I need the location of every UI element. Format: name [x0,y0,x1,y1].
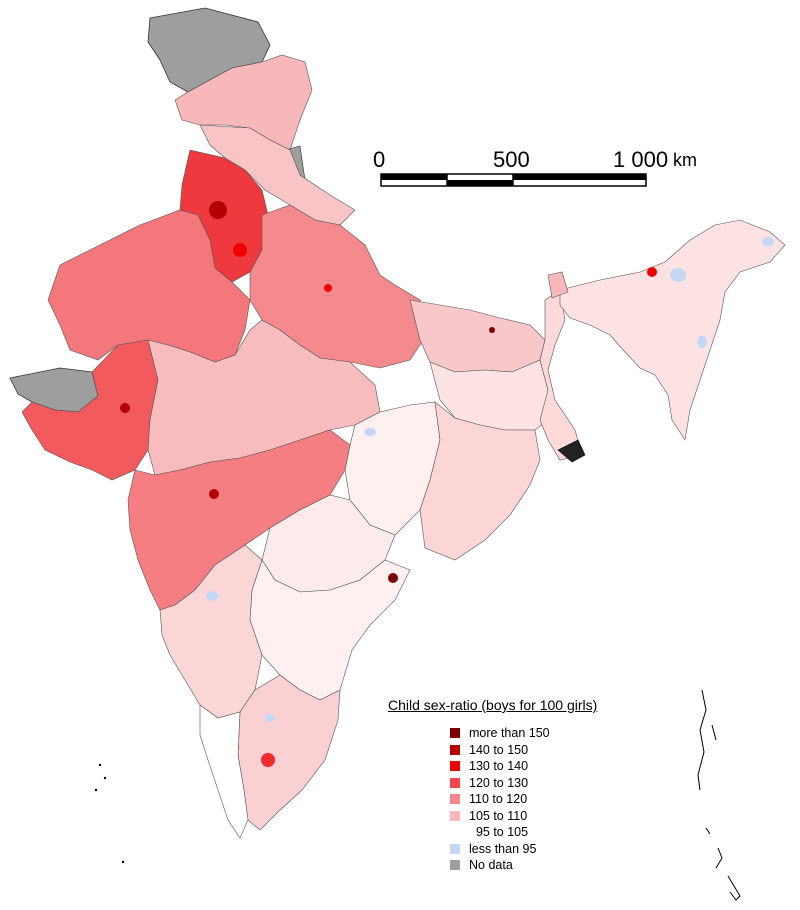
region-sikkim [547,271,569,299]
scale-bar [380,173,647,187]
legend-row-110-to-120: 110 to 120 [450,791,628,808]
region-northeast [559,219,786,441]
hotspot-agra [324,284,332,292]
scale-unit: km [673,150,697,170]
region-ladakh [174,54,313,151]
region-karnataka [159,544,263,719]
region-sundarbans [557,439,586,463]
legend-label: 105 to 110 [469,808,528,823]
legend-label: more than 150 [469,726,550,741]
hotspot-maharashtra [209,489,219,499]
legend-label: No data [469,858,513,873]
legend-row-less-than-95: less than 95 [450,841,628,858]
lowspot-maharashtra [206,591,218,601]
legend-swatch [450,810,460,821]
legend-swatch [450,794,460,805]
legend-row-no-data: No data [450,857,628,874]
lowspot-karnataka [265,714,275,722]
lowspot-northeast-3 [697,336,707,348]
legend-swatch [450,761,460,772]
legend-row-more-than-150: more than 150 [450,725,628,742]
region-kutch-no-data [9,367,99,413]
legend-swatch [450,777,460,788]
legend-swatch [450,843,460,854]
lowspot-northeast-2 [762,237,774,247]
lakshadweep-islands [94,763,125,864]
map-legend: Child sex-ratio (boys for 100 girls) mor… [388,697,628,874]
scale-label-1000: 1 000 [613,147,669,172]
legend-label: 140 to 150 [469,742,529,757]
hotspot-gujarat [120,403,130,413]
legend-swatch [450,744,460,755]
legend-label: less than 95 [469,841,537,856]
region-gujarat [21,339,159,481]
legend-items: more than 150 140 to 150 130 to 140 120 … [450,725,628,874]
region-tamil-nadu [237,674,341,831]
legend-label: 130 to 140 [469,759,529,774]
region-odisha [419,401,541,561]
legend-row-105-to-110: 105 to 110 [450,808,628,825]
andaman-nicobar-islands [697,689,741,901]
scale-label-0: 0 [373,147,386,172]
legend-label: 120 to 130 [469,775,529,790]
legend-row-120-to-130: 120 to 130 [450,775,628,792]
legend-row-95-to-105: 95 to 105 [450,824,628,841]
legend-swatch [450,827,460,838]
region-uttar-pradesh [249,204,431,369]
legend-row-130-to-140: 130 to 140 [450,758,628,775]
hotspot-haryana [233,243,247,257]
hotspot-northeast [647,267,657,277]
legend-swatch [450,860,460,871]
legend-title: Child sex-ratio (boys for 100 girls) [388,697,598,713]
lowspot-chhattisgarh [364,428,376,436]
lowspot-northeast [670,268,686,282]
legend-label: 110 to 120 [469,792,528,807]
hotspot-tamilnadu [261,753,275,767]
legend-row-140-to-150: 140 to 150 [450,742,628,759]
hotspot-andhra [388,573,398,583]
hotspot-punjab [209,201,227,219]
region-bihar [409,299,546,373]
hotspot-bihar [489,327,495,333]
legend-swatch [450,728,460,739]
scale-label-500: 500 [493,147,530,172]
region-kerala [199,704,249,839]
legend-label: 95 to 105 [469,825,529,840]
